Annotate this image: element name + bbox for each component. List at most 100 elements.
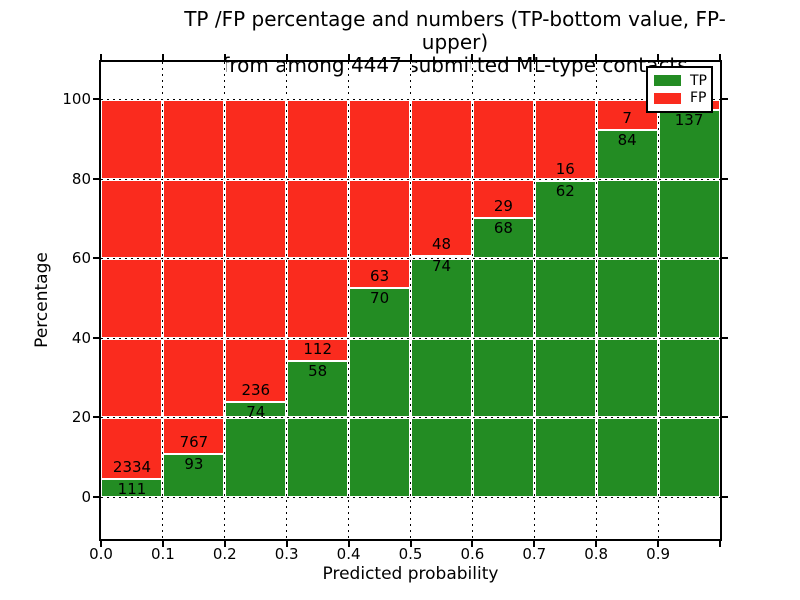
x-tick-mark bbox=[100, 54, 102, 60]
fp-bar-segment bbox=[224, 99, 287, 402]
fp-bar-segment bbox=[410, 99, 473, 256]
fp-value-label: 767 bbox=[179, 432, 209, 451]
tp-value-label: 58 bbox=[308, 362, 328, 381]
x-tick-label: 0.9 bbox=[646, 545, 671, 563]
x-tick-label: 0.1 bbox=[150, 545, 175, 563]
y-tick-mark bbox=[722, 496, 728, 498]
y-tick-mark bbox=[93, 177, 99, 180]
tp-value-label: 84 bbox=[617, 130, 637, 149]
y-tick-mark bbox=[93, 98, 99, 100]
gridline-vertical bbox=[285, 62, 289, 539]
x-tick-mark bbox=[161, 54, 164, 60]
y-tick-mark bbox=[93, 336, 99, 339]
fp-bar-segment bbox=[286, 99, 349, 362]
y-tick-label: 100 bbox=[62, 90, 91, 108]
x-tick-mark bbox=[657, 54, 660, 60]
y-tick-mark bbox=[722, 416, 728, 419]
legend-item-fp: FP bbox=[654, 90, 707, 107]
gridline-vertical bbox=[347, 62, 351, 539]
x-tick-mark bbox=[347, 541, 350, 547]
tp-value-label: 62 bbox=[555, 181, 575, 200]
tp-value-label: 111 bbox=[117, 479, 147, 498]
tp-color-swatch bbox=[654, 75, 681, 87]
fp-bar-segment bbox=[101, 99, 163, 479]
gridline-horizontal bbox=[101, 257, 720, 261]
x-tick-label: 0.6 bbox=[460, 545, 485, 563]
y-tick-mark bbox=[93, 416, 99, 419]
tp-value-label: 137 bbox=[674, 111, 704, 130]
x-tick-mark bbox=[719, 54, 721, 60]
y-tick-label: 40 bbox=[71, 328, 91, 347]
fp-value-label: 16 bbox=[555, 159, 575, 178]
tp-value-label: 93 bbox=[184, 454, 204, 473]
x-tick-label: 0.0 bbox=[89, 545, 113, 563]
gridline-vertical bbox=[532, 62, 536, 539]
gridline-horizontal bbox=[101, 98, 720, 101]
x-tick-mark bbox=[657, 541, 660, 547]
legend-item-tp: TP bbox=[654, 72, 707, 89]
x-tick-mark bbox=[100, 541, 102, 547]
x-tick-mark bbox=[409, 54, 412, 60]
gridline-vertical bbox=[409, 62, 412, 539]
gridline-vertical bbox=[161, 62, 165, 539]
fp-value-label: 236 bbox=[241, 380, 271, 399]
x-tick-label: 0.5 bbox=[398, 545, 423, 563]
x-tick-label: 0.4 bbox=[336, 545, 361, 563]
fp-value-label: 29 bbox=[493, 197, 513, 215]
y-tick-mark bbox=[93, 257, 99, 260]
tp-value-label: 74 bbox=[246, 402, 266, 421]
x-tick-label: 0.7 bbox=[522, 545, 547, 563]
fp-value-label: 2334 bbox=[112, 457, 152, 476]
legend: TP FP bbox=[646, 66, 713, 113]
fp-value-label: 7 bbox=[622, 108, 632, 127]
y-tick-mark bbox=[93, 496, 99, 498]
x-tick-mark bbox=[347, 54, 350, 60]
y-tick-label: 60 bbox=[71, 249, 91, 268]
x-tick-mark bbox=[409, 541, 412, 547]
y-tick-label: 80 bbox=[71, 169, 91, 188]
y-tick-label: 0 bbox=[81, 488, 91, 506]
x-tick-mark bbox=[595, 541, 598, 547]
tp-bar-segment bbox=[596, 129, 659, 497]
legend-label-fp: FP bbox=[690, 90, 707, 107]
x-tick-label: 0.2 bbox=[212, 545, 237, 563]
fp-bar-segment bbox=[162, 99, 225, 454]
x-tick-mark bbox=[161, 541, 164, 547]
x-tick-mark bbox=[223, 541, 226, 547]
x-tick-mark bbox=[471, 54, 474, 60]
tp-value-label: 70 bbox=[370, 288, 390, 307]
y-tick-label: 20 bbox=[71, 408, 91, 427]
fp-value-label: 112 bbox=[303, 340, 332, 359]
tp-bar-segment bbox=[348, 287, 411, 497]
gridline-horizontal bbox=[101, 496, 720, 499]
chart-title-line2: from among 4447 submitted ML-type contac… bbox=[222, 53, 688, 77]
x-tick-mark bbox=[285, 541, 288, 547]
x-tick-mark bbox=[533, 541, 536, 547]
x-tick-mark bbox=[533, 54, 536, 60]
legend-label-tp: TP bbox=[690, 72, 707, 89]
tp-value-label: 74 bbox=[431, 256, 452, 275]
gridline-horizontal bbox=[101, 177, 720, 181]
gridline-horizontal bbox=[101, 416, 720, 420]
tp-bar-segment bbox=[658, 110, 720, 497]
y-tick-mark bbox=[722, 336, 728, 339]
gridline-vertical bbox=[656, 62, 660, 539]
tp-bar-segment bbox=[410, 255, 473, 497]
y-tick-mark bbox=[722, 257, 728, 260]
chart-title: TP /FP percentage and numbers (TP-bottom… bbox=[155, 8, 755, 77]
x-tick-mark bbox=[471, 541, 474, 547]
x-tick-mark bbox=[595, 54, 598, 60]
gridline-vertical bbox=[470, 62, 474, 539]
x-tick-mark bbox=[719, 541, 721, 547]
fp-color-swatch bbox=[654, 92, 681, 104]
tp-bar-segment bbox=[286, 361, 349, 497]
tp-value-label: 68 bbox=[493, 219, 513, 237]
gridline-vertical bbox=[594, 62, 598, 539]
gridline-horizontal bbox=[101, 336, 720, 340]
x-tick-mark bbox=[223, 54, 226, 60]
x-tick-label: 0.8 bbox=[584, 545, 609, 563]
x-tick-mark bbox=[285, 54, 288, 60]
x-tick-label: 0.3 bbox=[274, 545, 299, 563]
fp-value-label: 48 bbox=[431, 234, 452, 253]
